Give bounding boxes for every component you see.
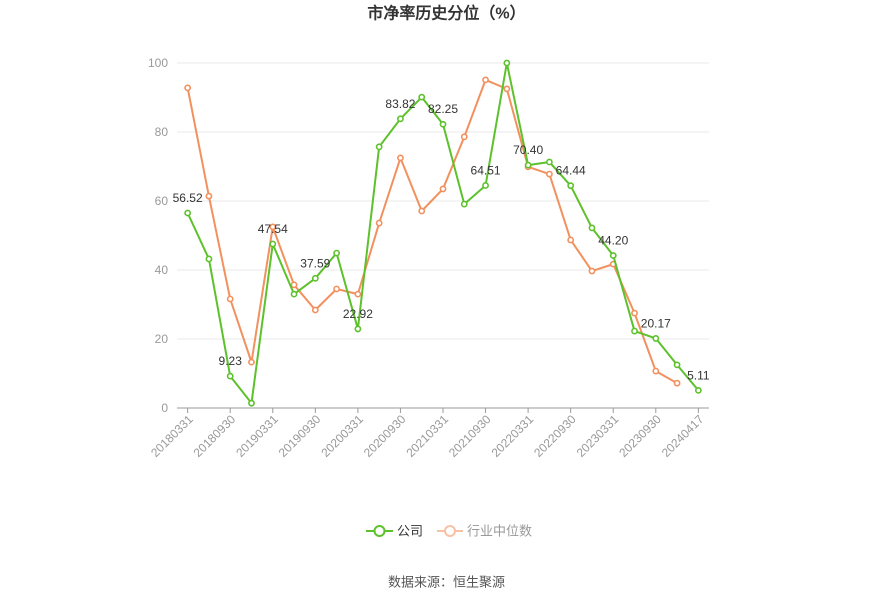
- legend-label: 公司: [397, 524, 423, 539]
- chart-title: 市净率历史分位（%）: [367, 4, 525, 23]
- industry-median-point: [226, 295, 234, 303]
- industry-median-point: [184, 84, 192, 92]
- industry-median-point: [269, 223, 277, 231]
- company-data-label: 20.17: [641, 316, 671, 330]
- x-tick-label: 20240417: [659, 412, 707, 460]
- company-data-label: 22.92: [343, 307, 373, 321]
- x-tick-label: 20200930: [361, 412, 409, 460]
- company-point: [248, 399, 255, 407]
- x-tick-label: 20190331: [233, 412, 281, 460]
- industry-median-point: [460, 133, 468, 141]
- company-data-label: 64.51: [471, 163, 501, 177]
- data-labels: 56.52 9.23 47.54 37.59 22.92 83.82 82.25 64.51 7…: [173, 97, 710, 383]
- company-point: [524, 161, 532, 169]
- company-point: [652, 335, 660, 342]
- industry-median-point: [652, 367, 660, 375]
- x-tick-label: 20180930: [191, 412, 239, 460]
- company-point: [226, 372, 234, 380]
- legend-label: 行业中位数: [467, 524, 532, 539]
- legend-circle-icon: [444, 525, 456, 537]
- company-point: [482, 182, 489, 189]
- company-data-label: 47.54: [258, 222, 288, 236]
- legend-item-industry-median[interactable]: 行业中位数: [437, 524, 532, 539]
- industry-median-point: [397, 154, 404, 162]
- company-point: [397, 115, 404, 123]
- x-tick-label: 20200331: [318, 412, 366, 460]
- industry-median-point: [375, 219, 383, 227]
- y-tick-label: 100: [148, 56, 168, 70]
- x-tick-label: 20230331: [574, 412, 622, 460]
- company-data-label: 5.11: [687, 368, 710, 382]
- company-data-label: 70.40: [513, 143, 543, 157]
- company-point: [673, 361, 681, 369]
- y-tick-label: 80: [155, 125, 169, 139]
- company-point: [631, 327, 638, 335]
- x-tick-label: 20180331: [148, 412, 196, 460]
- company-point: [354, 325, 362, 333]
- x-tick-label: 20220331: [489, 412, 537, 460]
- industry-median-point: [631, 309, 638, 317]
- legend-icon: [437, 525, 463, 537]
- company-point: [205, 255, 213, 263]
- company-data-label: 56.52: [173, 191, 203, 205]
- industry-median-point: [248, 358, 255, 366]
- industry-median-point: [546, 170, 553, 178]
- x-axis: 2018033120180930201903312019093020200331…: [148, 407, 709, 460]
- x-tick-label: 20210331: [403, 412, 451, 460]
- plot-area: [184, 59, 702, 407]
- company-point: [439, 120, 447, 128]
- industry-median-point: [567, 236, 575, 244]
- legend-item-company[interactable]: 公司: [366, 524, 423, 539]
- industry-median-point: [205, 192, 213, 200]
- company-series: [184, 59, 702, 407]
- data-source-note: 数据来源：恒生聚源: [388, 575, 505, 590]
- company-data-label: 64.44: [556, 164, 586, 178]
- legend: 公司 行业中位数: [366, 524, 532, 539]
- company-point: [567, 182, 575, 190]
- x-tick-label: 20190930: [276, 412, 324, 460]
- company-point: [184, 209, 192, 217]
- company-point: [418, 93, 426, 101]
- y-tick-label: 0: [161, 401, 168, 415]
- company-point: [311, 274, 319, 282]
- company-point: [290, 290, 298, 298]
- company-point: [269, 240, 277, 248]
- y-tick-label: 20: [155, 332, 169, 346]
- industry-median-point: [588, 267, 596, 275]
- industry-median-point: [439, 185, 447, 193]
- x-tick-label: 20210930: [446, 412, 494, 460]
- industry-median-point: [503, 85, 511, 93]
- industry-median-point: [290, 281, 298, 289]
- company-data-label: 44.20: [598, 234, 628, 248]
- industry-median-series: [184, 76, 681, 387]
- company-point: [375, 143, 383, 151]
- industry-median-point: [673, 379, 681, 387]
- y-tick-label: 60: [155, 194, 169, 208]
- company-data-label: 83.82: [385, 97, 415, 111]
- industry-median-point: [311, 306, 319, 314]
- x-tick-label: 20230930: [616, 412, 664, 460]
- company-point: [546, 158, 553, 166]
- y-axis: 0 20 40 60 80 100: [148, 56, 168, 415]
- industry-median-line: [186, 78, 679, 385]
- x-tick-label: 20220930: [531, 412, 579, 460]
- company-point: [333, 249, 340, 257]
- industry-median-point: [333, 285, 340, 293]
- company-point: [588, 224, 596, 232]
- company-data-label: 37.59: [300, 256, 330, 270]
- company-point: [694, 386, 702, 394]
- industry-median-point: [482, 76, 489, 84]
- legend-circle-icon: [373, 525, 386, 537]
- industry-median-point: [418, 207, 426, 215]
- industry-median-point: [354, 290, 362, 298]
- company-data-label: 82.25: [428, 102, 458, 116]
- x-axis-ticks: 2018033120180930201903312019093020200331…: [148, 408, 707, 460]
- company-point: [503, 59, 511, 67]
- company-point: [609, 252, 617, 259]
- company-point: [460, 200, 468, 208]
- company-data-label: 9.23: [219, 354, 243, 368]
- y-tick-label: 40: [155, 263, 169, 277]
